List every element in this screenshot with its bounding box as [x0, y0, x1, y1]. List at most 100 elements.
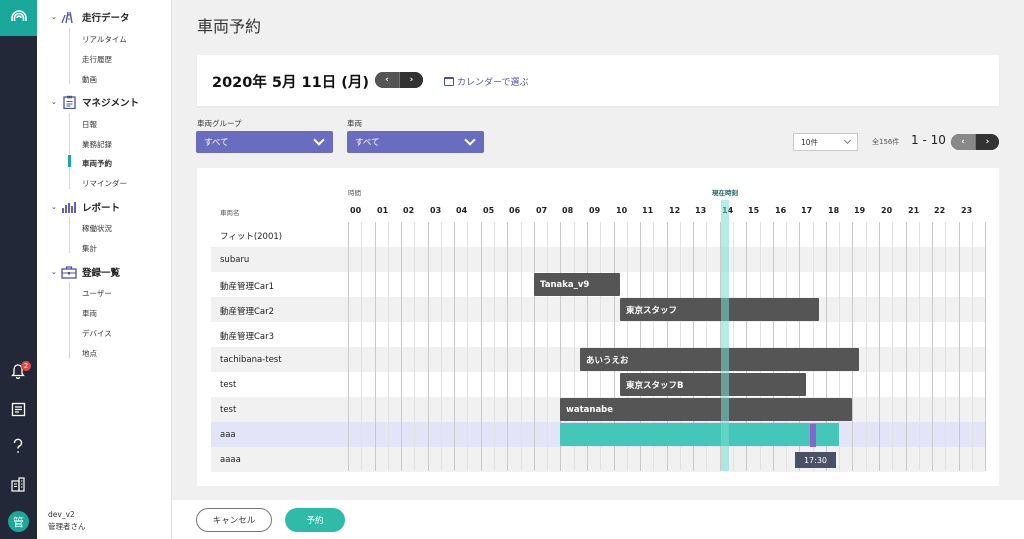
nav-guide-line: [69, 28, 70, 84]
sidebar-section-management[interactable]: ⌄ マネジメント: [51, 95, 139, 109]
grid-line: [892, 222, 893, 471]
table-row[interactable]: [211, 372, 985, 397]
sidebar: ⌄ 走行データ リアルタイム 走行履歴 動画 ⌄ マネジメント 日報 業務記録 …: [37, 0, 172, 539]
active-indicator: [68, 155, 71, 167]
page-range: 1 - 10: [911, 133, 946, 147]
help-icon[interactable]: [9, 437, 27, 455]
table-row[interactable]: [211, 322, 985, 347]
sidebar-item-realtime[interactable]: リアルタイム: [82, 35, 127, 44]
grid-line: [959, 222, 960, 471]
sidebar-item-video[interactable]: 動画: [82, 75, 97, 84]
table-row[interactable]: [211, 247, 985, 272]
sidebar-section-label: 登録一覧: [82, 268, 121, 279]
sidebar-item-devices[interactable]: デバイス: [82, 329, 112, 338]
per-page-select[interactable]: 10件: [793, 133, 858, 151]
table-row[interactable]: [211, 447, 985, 472]
chevron-down-icon: [843, 136, 852, 145]
grid-line: [945, 222, 946, 471]
prev-page-button[interactable]: ‹: [951, 134, 975, 150]
sidebar-item-aggregation[interactable]: 集計: [82, 244, 97, 253]
chevron-down-icon: ⌄: [51, 203, 57, 211]
current-date: 2020年 5月 11日 (月): [212, 75, 370, 91]
reservation-bar[interactable]: Tanaka_v9: [534, 273, 620, 296]
grid-line: [375, 222, 376, 471]
reservation-bar[interactable]: 東京スタッフB: [620, 373, 806, 396]
grid-line: [441, 222, 442, 471]
per-page-value: 10件: [801, 137, 819, 147]
grid-line: [746, 222, 747, 471]
reservation-bar[interactable]: watanabe: [560, 398, 852, 421]
vehicle-name: test: [220, 405, 237, 415]
sidebar-item-vehicle-reservation[interactable]: 車両予約: [82, 159, 112, 168]
grid-line: [839, 222, 840, 471]
bell-icon[interactable]: [9, 362, 27, 380]
grid-line: [906, 222, 907, 471]
grid-line: [494, 222, 495, 471]
reservation-bar[interactable]: 東京スタッフ: [620, 298, 819, 321]
reservation-bar[interactable]: あいうえお: [580, 348, 859, 371]
bar-chart-icon: [61, 200, 77, 214]
table-row[interactable]: [211, 222, 985, 247]
avatar[interactable]: 管: [8, 511, 29, 532]
vehicle-name: tachibana-test: [220, 355, 282, 365]
selection-handle[interactable]: [810, 424, 816, 447]
building-icon[interactable]: [9, 475, 27, 493]
vehicle-filter-label: 車両: [347, 119, 362, 128]
hour-label: 12: [669, 206, 681, 215]
grid-line: [414, 222, 415, 471]
hour-label: 13: [695, 206, 707, 215]
grid-line: [919, 222, 920, 471]
vehicle-select-value: すべて: [355, 138, 380, 148]
grid-line: [467, 222, 468, 471]
vehicle-select[interactable]: すべて: [347, 131, 484, 153]
calendar-link[interactable]: カレンダーで選ぶ: [444, 75, 528, 88]
group-select[interactable]: すべて: [196, 131, 333, 153]
cancel-button[interactable]: キャンセル: [196, 508, 272, 532]
tenant-name: dev_v2: [48, 510, 75, 519]
sidebar-section-label: マネジメント: [82, 98, 140, 109]
sidebar-item-users[interactable]: ユーザー: [82, 289, 112, 298]
grid-line: [879, 222, 880, 471]
next-page-button[interactable]: ›: [975, 134, 999, 150]
grid-line: [534, 222, 535, 471]
sidebar-section-label: レポート: [82, 203, 121, 214]
grid-line: [985, 222, 986, 471]
chevron-down-icon: [464, 134, 476, 146]
sidebar-item-work-records[interactable]: 業務記録: [82, 140, 112, 149]
prev-day-button[interactable]: ‹: [375, 72, 399, 88]
grid-line: [932, 222, 933, 471]
selected-range[interactable]: [560, 423, 839, 446]
hour-label: 17: [801, 206, 813, 215]
hour-label: 19: [854, 206, 866, 215]
grid-line: [972, 222, 973, 471]
sidebar-item-driving-history[interactable]: 走行履歴: [82, 55, 112, 64]
table-row[interactable]: [211, 297, 985, 322]
sidebar-item-daily-report[interactable]: 日報: [82, 120, 97, 129]
grid-line: [627, 222, 628, 471]
sidebar-section-report[interactable]: ⌄ レポート: [51, 200, 120, 214]
app-logo[interactable]: [0, 0, 37, 36]
grid-line: [866, 222, 867, 471]
sidebar-item-operation-status[interactable]: 稼働状況: [82, 224, 112, 233]
grid-line: [454, 222, 455, 471]
sidebar-section-driving-data[interactable]: ⌄ 走行データ: [51, 10, 130, 24]
next-day-button[interactable]: ›: [399, 72, 423, 88]
grid-line: [693, 222, 694, 471]
user-role: 管理者さん: [48, 522, 86, 531]
hour-label: 21: [908, 206, 920, 215]
grid-line: [813, 222, 814, 471]
sidebar-item-reminder[interactable]: リマインダー: [82, 179, 127, 188]
sidebar-item-vehicles[interactable]: 車両: [82, 309, 97, 318]
hour-label: 08: [562, 206, 574, 215]
reserve-button[interactable]: 予約: [285, 508, 345, 532]
sidebar-section-registration[interactable]: ⌄ 登録一覧: [51, 265, 120, 279]
calendar-link-label: カレンダーで選ぶ: [457, 78, 529, 88]
clipboard-icon: [61, 95, 77, 109]
briefcase-icon: [61, 265, 77, 279]
hour-label: 07: [536, 206, 548, 215]
current-time-label: 現在時刻: [712, 189, 738, 197]
grid-line: [428, 222, 429, 471]
hour-label: 09: [589, 206, 601, 215]
sidebar-item-locations[interactable]: 地点: [82, 349, 97, 358]
news-icon[interactable]: [9, 400, 27, 418]
